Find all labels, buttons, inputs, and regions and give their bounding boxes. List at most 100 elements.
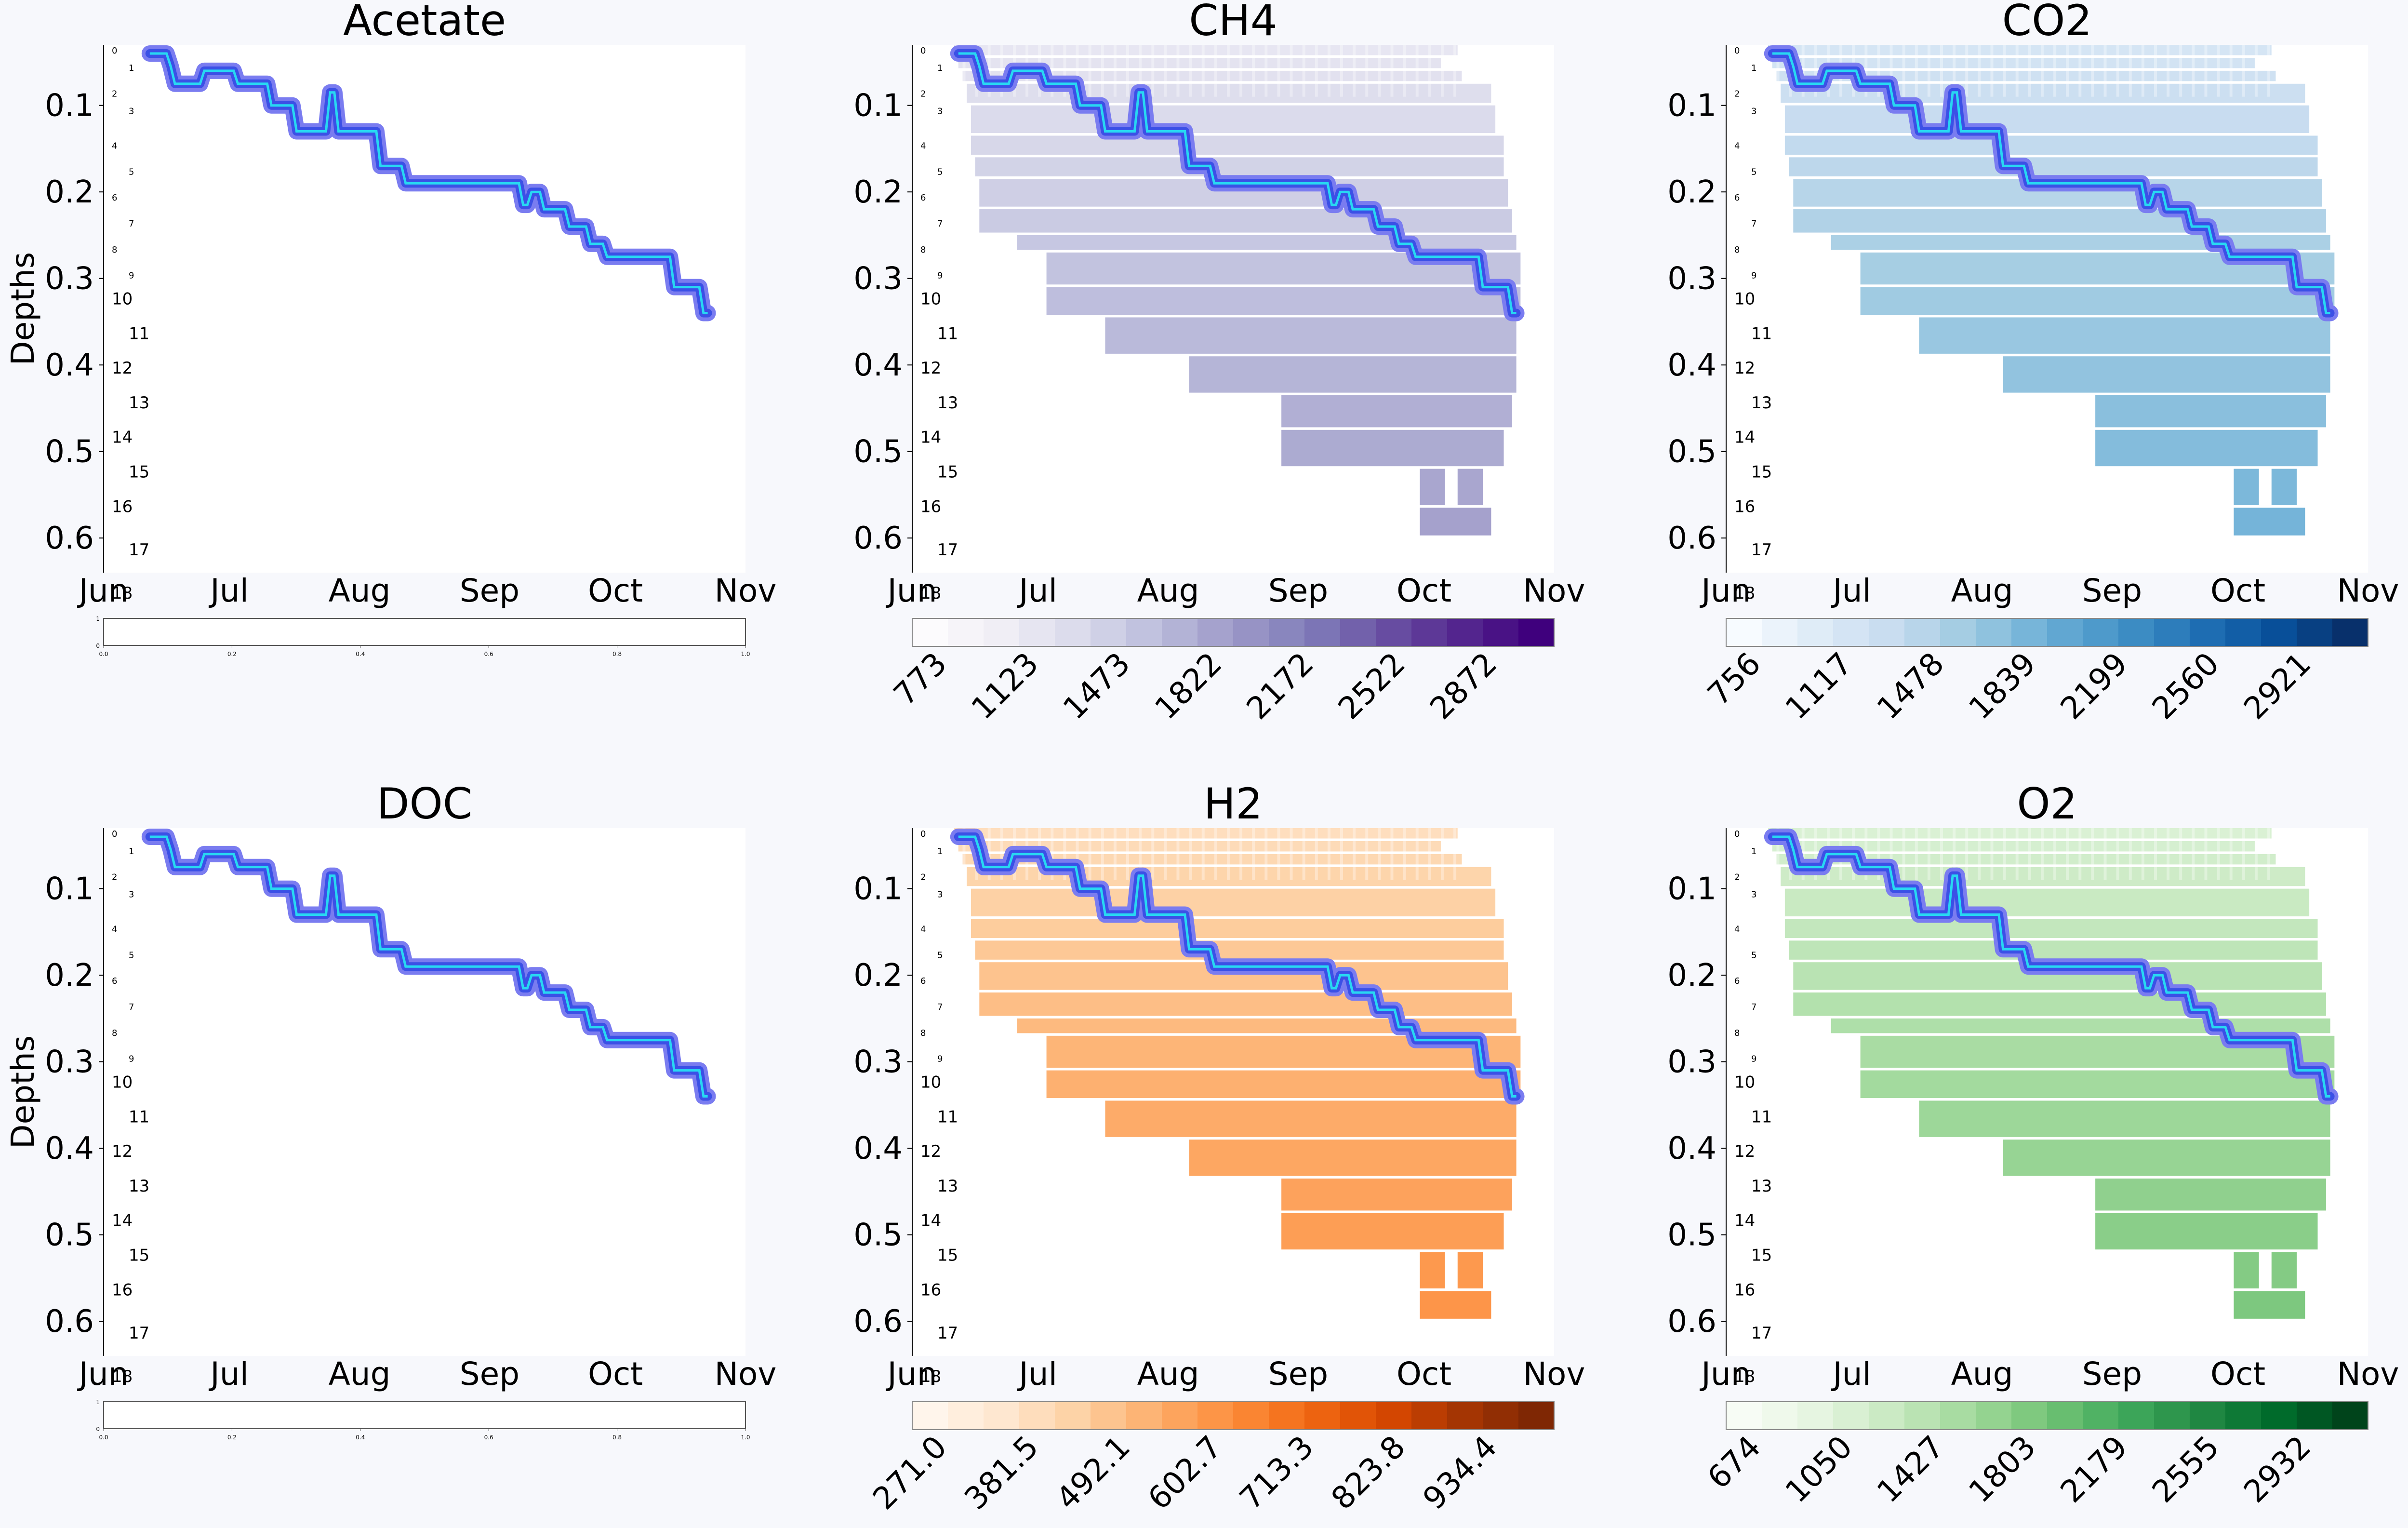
layer-label: 16 <box>1734 497 1755 516</box>
streak <box>2040 45 2044 97</box>
layer-label: 18 <box>1734 1367 1755 1386</box>
colorbar-tick-label: 1123 <box>965 646 1045 726</box>
layer-label: 18 <box>112 1367 133 1386</box>
layer-label: 4 <box>920 924 926 934</box>
streak <box>2167 45 2170 97</box>
layer-label: 0 <box>1734 829 1740 839</box>
heat-band <box>1860 287 2335 315</box>
colorbar-segment <box>1447 1402 1483 1430</box>
streak <box>1440 45 1444 97</box>
heat-band <box>1420 1291 1491 1319</box>
subplot-title: CH4 <box>1189 0 1277 45</box>
colorbar-tick-label: 2872 <box>1424 646 1504 726</box>
y-tick-label: 0.1 <box>1667 871 1716 907</box>
y-tick-label: 0.2 <box>1667 958 1716 993</box>
layer-label: 4 <box>1734 141 1740 151</box>
layer-label: 14 <box>112 428 133 447</box>
heat-band <box>1017 1018 1517 1033</box>
heat-band <box>2003 1139 2330 1176</box>
layer-label: 6 <box>112 976 117 986</box>
x-tick-label: Jun <box>77 1355 128 1393</box>
colorbar-segment <box>2047 1402 2083 1430</box>
layer-label: 0 <box>112 46 117 56</box>
x-tick-label: Aug <box>1137 572 1199 609</box>
colorbar-frame <box>103 618 746 646</box>
streak <box>2028 45 2031 97</box>
layer-label: 17 <box>937 540 958 560</box>
streak <box>2129 45 2132 97</box>
streak <box>2154 45 2157 97</box>
layer-label: 15 <box>1751 463 1772 482</box>
heat-band <box>1046 287 1521 315</box>
streak <box>1226 45 1230 97</box>
y-axis-label: Depths <box>4 1035 41 1149</box>
streak <box>1214 828 1217 880</box>
streak <box>2003 828 2006 880</box>
streak <box>2040 828 2044 880</box>
streak <box>2229 828 2233 880</box>
streak <box>1915 45 1918 97</box>
streak <box>987 828 991 880</box>
colorbar-segment <box>1197 1402 1234 1430</box>
plot-body <box>141 45 716 322</box>
y-tick-label: 0.4 <box>1667 348 1716 383</box>
layer-label: 5 <box>1751 950 1756 960</box>
colorbar-segment <box>1340 618 1376 646</box>
heat-band <box>1776 70 2276 81</box>
streak <box>2192 45 2195 97</box>
plot-body <box>950 828 1525 1319</box>
streak <box>962 45 966 97</box>
heat-band <box>1789 940 2318 960</box>
x-tick-label: Jun <box>77 572 128 609</box>
streak <box>1378 45 1381 97</box>
colorbar-segment <box>2011 1402 2048 1430</box>
layer-label: 16 <box>1734 1280 1755 1300</box>
heat-band <box>1189 1139 1517 1176</box>
colorbar-ytick-label: 0 <box>96 643 100 649</box>
streak <box>1239 45 1243 97</box>
layer-label: 0 <box>920 829 926 839</box>
colorbar-frame <box>103 1401 746 1429</box>
colorbar-tick-label: 2921 <box>2237 646 2318 726</box>
streak <box>1201 45 1205 97</box>
layer-label: 6 <box>1734 193 1740 203</box>
heat-band <box>1420 469 1445 505</box>
streak <box>2103 45 2107 97</box>
streak <box>1126 45 1129 97</box>
colorbar-segment <box>1269 618 1305 646</box>
y-tick-label: 0.4 <box>45 1131 94 1166</box>
streak <box>1126 828 1129 880</box>
layer-label: 5 <box>937 950 943 960</box>
layer-label: 2 <box>112 872 117 883</box>
heat-band <box>1281 1179 1512 1211</box>
colorbar-segment <box>2225 1402 2262 1430</box>
colorbar-segment <box>1940 618 1976 646</box>
x-tick-label: Sep <box>1268 1355 1328 1393</box>
streak <box>2217 828 2220 880</box>
layer-label: 11 <box>1751 324 1772 343</box>
colorbar-tick-label: 2179 <box>2054 1429 2134 1510</box>
heat-band <box>2095 429 2318 467</box>
colorbar-segment <box>1019 618 1055 646</box>
heat-band <box>1784 888 2310 917</box>
streak <box>2204 828 2208 880</box>
layer-label: 7 <box>129 219 134 229</box>
layer-label: 18 <box>920 1367 941 1386</box>
layer-label: 17 <box>1751 1324 1772 1343</box>
streak <box>1176 828 1180 880</box>
layer-label: 10 <box>920 290 941 309</box>
colorbar-segment <box>2154 618 2190 646</box>
y-tick-label: 0.3 <box>45 261 94 297</box>
streak <box>2091 828 2094 880</box>
colorbar-tick-label: 1803 <box>1962 1429 2043 1510</box>
colorbar-tick-label: 1.0 <box>741 651 750 657</box>
streak <box>1877 828 1880 880</box>
layer-label: 0 <box>920 46 926 56</box>
streak <box>2267 45 2271 97</box>
layer-label: 11 <box>937 324 958 343</box>
layer-label: 1 <box>129 846 134 857</box>
heat-band <box>2234 1252 2259 1288</box>
colorbar-segment <box>912 618 948 646</box>
colorbar-segment <box>1340 1402 1376 1430</box>
x-tick-label: Sep <box>2082 1355 2142 1393</box>
